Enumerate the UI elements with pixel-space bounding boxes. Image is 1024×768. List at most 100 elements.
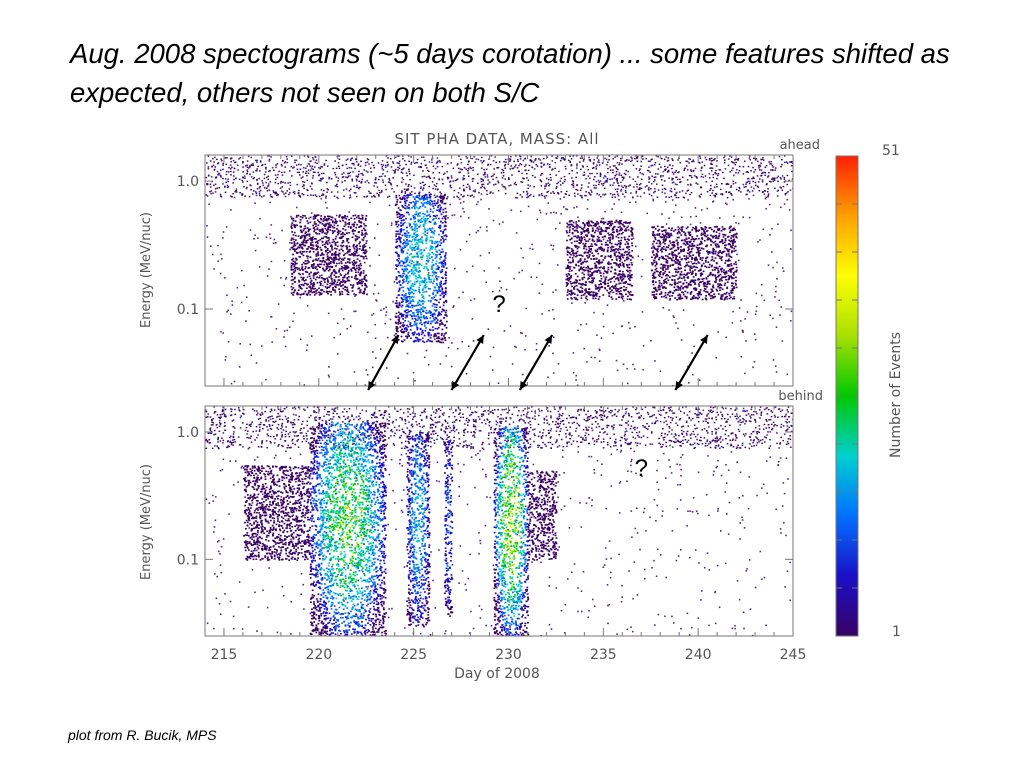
heatmap-cell — [413, 321, 416, 323]
heatmap-cell — [294, 239, 297, 241]
band-pixel — [224, 185, 226, 187]
heatmap-cell — [339, 230, 342, 233]
heatmap-cell — [406, 207, 409, 210]
heatmap-cell — [419, 308, 422, 311]
band-pixel — [459, 168, 462, 170]
band-pixel — [382, 181, 384, 183]
band-pixel — [617, 168, 619, 171]
heatmap-cell — [301, 252, 303, 255]
heatmap-cell — [365, 286, 368, 288]
heatmap-cell — [305, 271, 308, 273]
band-pixel — [228, 167, 230, 169]
heatmap-cell — [590, 220, 593, 222]
noise-pixel — [712, 200, 715, 202]
noise-pixel — [774, 296, 776, 298]
noise-pixel — [738, 307, 741, 309]
band-pixel — [301, 193, 303, 195]
noise-pixel — [415, 304, 418, 307]
band-pixel — [617, 182, 619, 184]
band-pixel — [276, 176, 279, 179]
heatmap-cell — [424, 306, 427, 309]
band-pixel — [401, 177, 403, 179]
band-pixel — [387, 196, 389, 198]
heatmap-cell — [436, 332, 439, 335]
heatmap-cell — [347, 272, 349, 275]
heatmap-cell — [570, 294, 572, 296]
heatmap-cell — [355, 216, 358, 219]
heatmap-cell — [323, 279, 326, 281]
heatmap-cell — [402, 251, 404, 254]
heatmap-cell — [303, 244, 306, 247]
heatmap-cell — [358, 242, 361, 245]
heatmap-cell — [320, 280, 323, 283]
heatmap-cell — [403, 294, 406, 296]
heatmap-cell — [316, 242, 319, 245]
heatmap-cell — [416, 279, 419, 282]
heatmap-cell — [348, 279, 351, 282]
heatmap-cell — [322, 277, 324, 280]
heatmap-cell — [441, 261, 443, 263]
band-pixel — [320, 172, 323, 175]
heatmap-cell — [316, 289, 318, 291]
noise-pixel — [552, 336, 555, 338]
band-pixel — [232, 193, 234, 195]
band-pixel — [366, 180, 369, 182]
heatmap-cell — [425, 242, 428, 245]
heatmap-cell — [419, 238, 422, 240]
heatmap-cell — [396, 199, 399, 201]
band-pixel — [359, 186, 361, 189]
band-pixel — [482, 179, 484, 181]
heatmap-cell — [577, 260, 580, 263]
noise-pixel — [544, 197, 546, 199]
heatmap-cell — [298, 281, 301, 283]
band-pixel — [550, 179, 552, 181]
heatmap-cell — [299, 237, 302, 240]
noise-pixel — [632, 237, 635, 240]
heatmap-cell — [405, 199, 408, 202]
noise-pixel — [272, 190, 275, 192]
heatmap-cell — [398, 261, 401, 264]
heatmap-cell — [439, 312, 441, 315]
band-pixel — [471, 157, 473, 160]
heatmap-cell — [401, 246, 404, 249]
heatmap-cell — [395, 194, 398, 197]
band-pixel — [726, 197, 729, 199]
heatmap-cell — [444, 291, 447, 294]
heatmap-cell — [437, 268, 440, 271]
heatmap-cell — [350, 284, 352, 286]
band-pixel — [767, 188, 769, 190]
heatmap-cell — [400, 249, 403, 252]
heatmap-cell — [405, 217, 407, 220]
heatmap-cell — [319, 230, 322, 232]
noise-pixel — [309, 169, 312, 172]
band-pixel — [273, 169, 275, 171]
band-pixel — [306, 194, 309, 197]
band-pixel — [231, 196, 233, 198]
band-pixel — [288, 193, 290, 196]
heatmap-cell — [622, 282, 625, 284]
heatmap-cell — [420, 249, 423, 251]
heatmap-cell — [412, 216, 415, 219]
heatmap-cell — [419, 280, 421, 283]
band-pixel — [428, 161, 431, 163]
noise-pixel — [700, 209, 703, 211]
noise-pixel — [368, 182, 370, 184]
heatmap-cell — [578, 269, 581, 272]
heatmap-cell — [583, 292, 586, 295]
band-pixel — [320, 180, 322, 182]
heatmap-cell — [306, 262, 309, 265]
heatmap-cell — [353, 224, 355, 226]
noise-pixel — [224, 359, 227, 361]
noise-pixel — [580, 226, 582, 229]
heatmap-cell — [312, 251, 315, 253]
heatmap-cell — [590, 274, 592, 276]
heatmap-cell — [621, 276, 623, 279]
noise-pixel — [374, 323, 376, 326]
heatmap-cell — [414, 202, 416, 204]
heatmap-cell — [325, 229, 328, 231]
heatmap-cell — [355, 246, 358, 248]
band-pixel — [365, 170, 368, 172]
band-pixel — [783, 176, 786, 179]
heatmap-cell — [404, 207, 407, 210]
noise-pixel — [245, 320, 247, 322]
